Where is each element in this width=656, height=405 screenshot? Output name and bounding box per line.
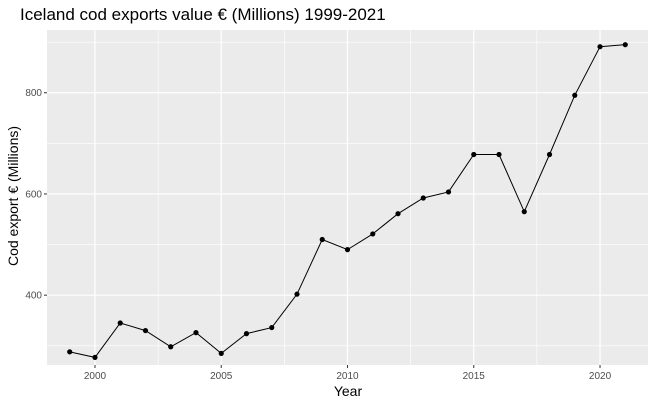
data-point (572, 92, 578, 98)
data-point (546, 151, 553, 158)
data-point (142, 327, 149, 334)
data-point (294, 291, 300, 297)
x-tick-label: 2010 (336, 371, 359, 382)
data-point (193, 330, 199, 336)
data-point (243, 331, 250, 337)
grid-major (47, 30, 648, 365)
data-point (319, 236, 325, 243)
data-point (471, 151, 477, 158)
data-point (370, 231, 376, 237)
data-point (395, 211, 401, 217)
data-point (269, 324, 275, 331)
x-tick-label: 2000 (84, 371, 107, 382)
data-point (445, 189, 452, 195)
data-point (117, 320, 123, 326)
x-tick-label: 2005 (210, 371, 233, 382)
y-tick-label: 400 (25, 291, 42, 302)
y-axis: 400 600 800 (25, 88, 47, 302)
series-layer (67, 42, 628, 361)
x-tick-label: 2020 (589, 371, 612, 382)
data-point (496, 151, 502, 158)
data-point (218, 350, 224, 356)
data-point (622, 42, 628, 48)
data-point (420, 195, 426, 201)
y-axis-title: Cod export € (Millions) (5, 126, 21, 266)
x-tick-label: 2015 (463, 371, 486, 382)
y-tick-label: 600 (25, 189, 42, 200)
chart-title: Iceland cod exports value € (Millions) 1… (20, 5, 386, 24)
y-tick-label: 800 (25, 88, 42, 99)
x-axis-title: Year (334, 383, 363, 399)
data-point (597, 44, 603, 50)
data-point (168, 344, 174, 350)
x-axis: 2000 2005 2010 2015 2020 (84, 365, 612, 382)
data-point (521, 209, 527, 215)
data-point (92, 354, 98, 361)
data-point (344, 247, 351, 253)
data-point (67, 349, 73, 355)
